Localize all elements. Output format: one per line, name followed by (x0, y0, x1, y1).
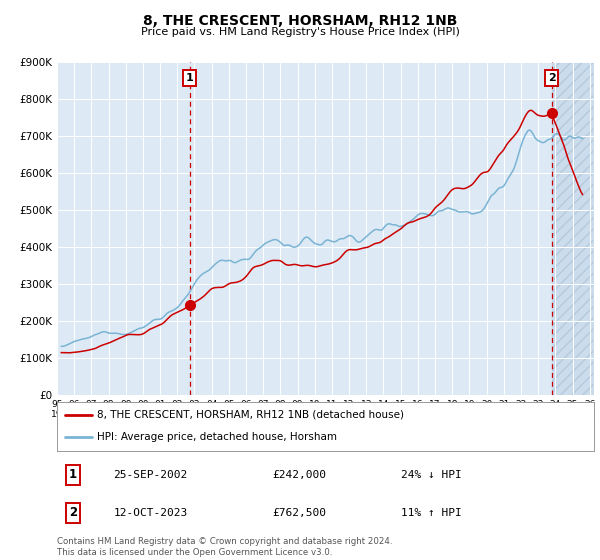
Text: 2: 2 (69, 506, 77, 520)
Text: Contains HM Land Registry data © Crown copyright and database right 2024.
This d: Contains HM Land Registry data © Crown c… (57, 537, 392, 557)
Text: Price paid vs. HM Land Registry's House Price Index (HPI): Price paid vs. HM Land Registry's House … (140, 27, 460, 37)
Text: £242,000: £242,000 (272, 470, 326, 480)
Text: 8, THE CRESCENT, HORSHAM, RH12 1NB (detached house): 8, THE CRESCENT, HORSHAM, RH12 1NB (deta… (97, 410, 404, 420)
Text: 2: 2 (548, 73, 556, 83)
Bar (552, 62, 593, 395)
Text: 12-OCT-2023: 12-OCT-2023 (113, 508, 188, 518)
Text: 25-SEP-2002: 25-SEP-2002 (113, 470, 188, 480)
Text: 1: 1 (69, 468, 77, 482)
Text: 8, THE CRESCENT, HORSHAM, RH12 1NB: 8, THE CRESCENT, HORSHAM, RH12 1NB (143, 14, 457, 28)
Bar (552, 62, 593, 395)
Text: £762,500: £762,500 (272, 508, 326, 518)
Text: 11% ↑ HPI: 11% ↑ HPI (401, 508, 461, 518)
Text: 24% ↓ HPI: 24% ↓ HPI (401, 470, 461, 480)
Text: 1: 1 (186, 73, 194, 83)
Text: HPI: Average price, detached house, Horsham: HPI: Average price, detached house, Hors… (97, 432, 337, 442)
